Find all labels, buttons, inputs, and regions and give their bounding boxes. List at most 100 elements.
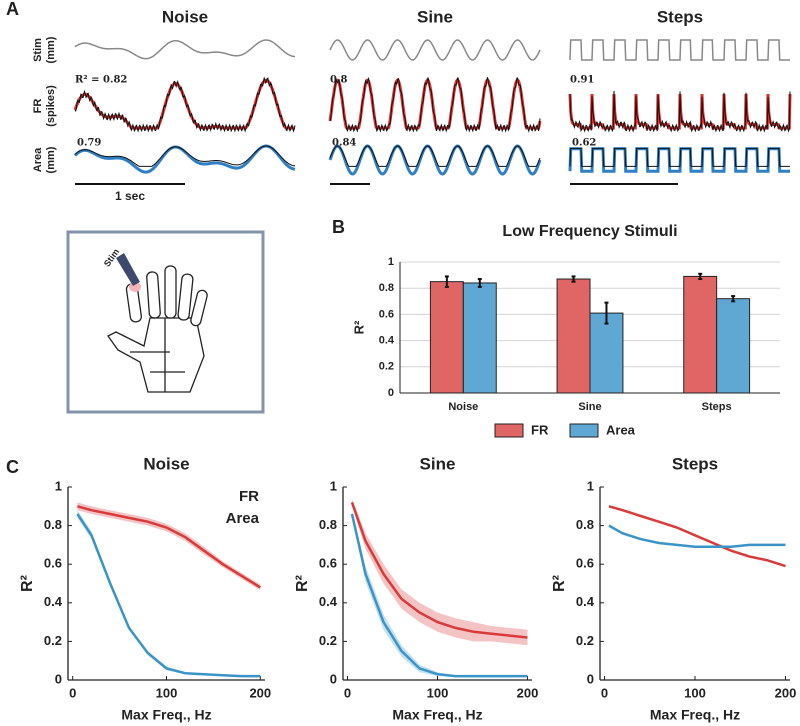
area-r2: 0.62 bbox=[572, 138, 596, 149]
chart-title: Low Frequency Stimuli bbox=[502, 223, 677, 240]
panel-label: B bbox=[332, 217, 345, 237]
y-tick-label: 0.4 bbox=[319, 594, 338, 609]
row-label: Area bbox=[32, 147, 44, 172]
line bbox=[608, 505, 786, 568]
palm-lines bbox=[130, 318, 185, 392]
x-axis-label: Max Freq., Hz bbox=[650, 707, 740, 723]
panel-label: A bbox=[6, 0, 19, 19]
y-axis-label: R² bbox=[551, 575, 568, 592]
fr-trace-model bbox=[74, 76, 296, 133]
y-tick-label: 0.2 bbox=[319, 633, 337, 648]
y-tick-label: 0 bbox=[55, 671, 62, 686]
error-bar bbox=[604, 301, 609, 325]
bar bbox=[683, 275, 718, 394]
x-tick-label: 200 bbox=[517, 685, 539, 700]
error-bar bbox=[444, 275, 449, 288]
area-r2: 0.79 bbox=[77, 138, 101, 149]
finger bbox=[164, 265, 177, 319]
trace-title: Steps bbox=[657, 7, 703, 26]
stim-trace bbox=[569, 39, 790, 61]
y-axis-label: R² bbox=[294, 575, 311, 592]
x-axis-label: Max Freq., Hz bbox=[392, 707, 482, 723]
stim-trace bbox=[74, 39, 296, 60]
x-tick-label: 0 bbox=[69, 685, 76, 700]
error-bar bbox=[731, 295, 736, 303]
stim-probe bbox=[116, 253, 140, 286]
y-tick-label: 0.8 bbox=[44, 517, 62, 532]
row-label: (mm) bbox=[45, 146, 57, 173]
x-tick-label: 200 bbox=[249, 685, 271, 700]
error-band bbox=[77, 510, 261, 678]
legend-label: Area bbox=[606, 422, 636, 437]
finger bbox=[177, 273, 194, 321]
error-bar bbox=[477, 278, 482, 288]
row-label: Stim bbox=[32, 38, 44, 62]
fr-trace bbox=[73, 78, 295, 130]
area-trace bbox=[328, 144, 542, 176]
row-label: FR bbox=[32, 99, 44, 114]
x-tick-label: Noise bbox=[448, 401, 478, 413]
error-bar bbox=[571, 275, 576, 283]
legend-label: Area bbox=[226, 510, 260, 527]
y-tick-label: 1 bbox=[587, 478, 594, 493]
x-tick-label: 100 bbox=[684, 685, 706, 700]
legend-label: FR bbox=[531, 422, 549, 437]
y-tick-label: 0.6 bbox=[44, 556, 62, 571]
y-tick-label: 0.2 bbox=[576, 633, 594, 648]
y-axis-label: R² bbox=[351, 320, 366, 334]
area-trace bbox=[73, 144, 296, 174]
finger bbox=[190, 289, 208, 327]
y-tick-label: 1 bbox=[330, 478, 337, 493]
x-tick-label: 0 bbox=[601, 685, 608, 700]
panel-label: C bbox=[6, 457, 19, 477]
y-axis-label: R² bbox=[19, 575, 36, 592]
error-band bbox=[352, 510, 528, 678]
fr-trace-model bbox=[329, 76, 541, 133]
area-trace-model bbox=[329, 145, 541, 167]
line bbox=[350, 513, 528, 678]
error-bar bbox=[698, 272, 703, 281]
y-tick-label: 0 bbox=[330, 671, 337, 686]
y-tick-label: 0.8 bbox=[379, 282, 394, 294]
y-tick-label: 0.6 bbox=[319, 556, 337, 571]
scale-bar-label: 1 sec bbox=[115, 189, 145, 203]
area-trace-model bbox=[74, 145, 296, 167]
y-tick-label: 0 bbox=[388, 387, 394, 399]
chart-title: Steps bbox=[672, 454, 718, 473]
palm bbox=[107, 317, 205, 393]
chart-title: Sine bbox=[420, 454, 456, 473]
x-tick-label: 200 bbox=[775, 685, 797, 700]
line bbox=[608, 524, 786, 549]
x-tick-label: Steps bbox=[702, 401, 732, 413]
fr-trace-model bbox=[569, 90, 791, 133]
legend-label: FR bbox=[239, 488, 259, 505]
y-tick-label: 0.6 bbox=[576, 556, 594, 571]
row-label: (spikes) bbox=[45, 85, 57, 127]
area-trace-model bbox=[569, 147, 790, 167]
stim-site bbox=[129, 282, 141, 292]
stim-trace bbox=[329, 39, 541, 61]
bar bbox=[429, 281, 464, 394]
trace-title: Sine bbox=[417, 7, 453, 26]
y-tick-label: 0.4 bbox=[576, 594, 595, 609]
bar bbox=[556, 278, 591, 394]
bar bbox=[589, 312, 624, 394]
x-axis-label: Max Freq., Hz bbox=[121, 707, 211, 723]
y-tick-label: 1 bbox=[388, 256, 394, 268]
y-tick-label: 0.8 bbox=[576, 517, 594, 532]
finger bbox=[146, 271, 161, 319]
x-tick-label: 100 bbox=[156, 685, 178, 700]
y-tick-label: 0.8 bbox=[319, 517, 337, 532]
bar bbox=[462, 282, 497, 394]
line bbox=[76, 513, 261, 678]
row-label: (mm) bbox=[45, 36, 57, 63]
error-band bbox=[352, 498, 528, 646]
trace-title: Noise bbox=[162, 7, 208, 26]
area-r2: 0.84 bbox=[332, 138, 356, 149]
y-tick-label: 0.6 bbox=[379, 308, 394, 320]
legend-swatch bbox=[569, 423, 599, 438]
x-tick-label: 100 bbox=[427, 685, 449, 700]
x-tick-label: Sine bbox=[578, 401, 601, 413]
